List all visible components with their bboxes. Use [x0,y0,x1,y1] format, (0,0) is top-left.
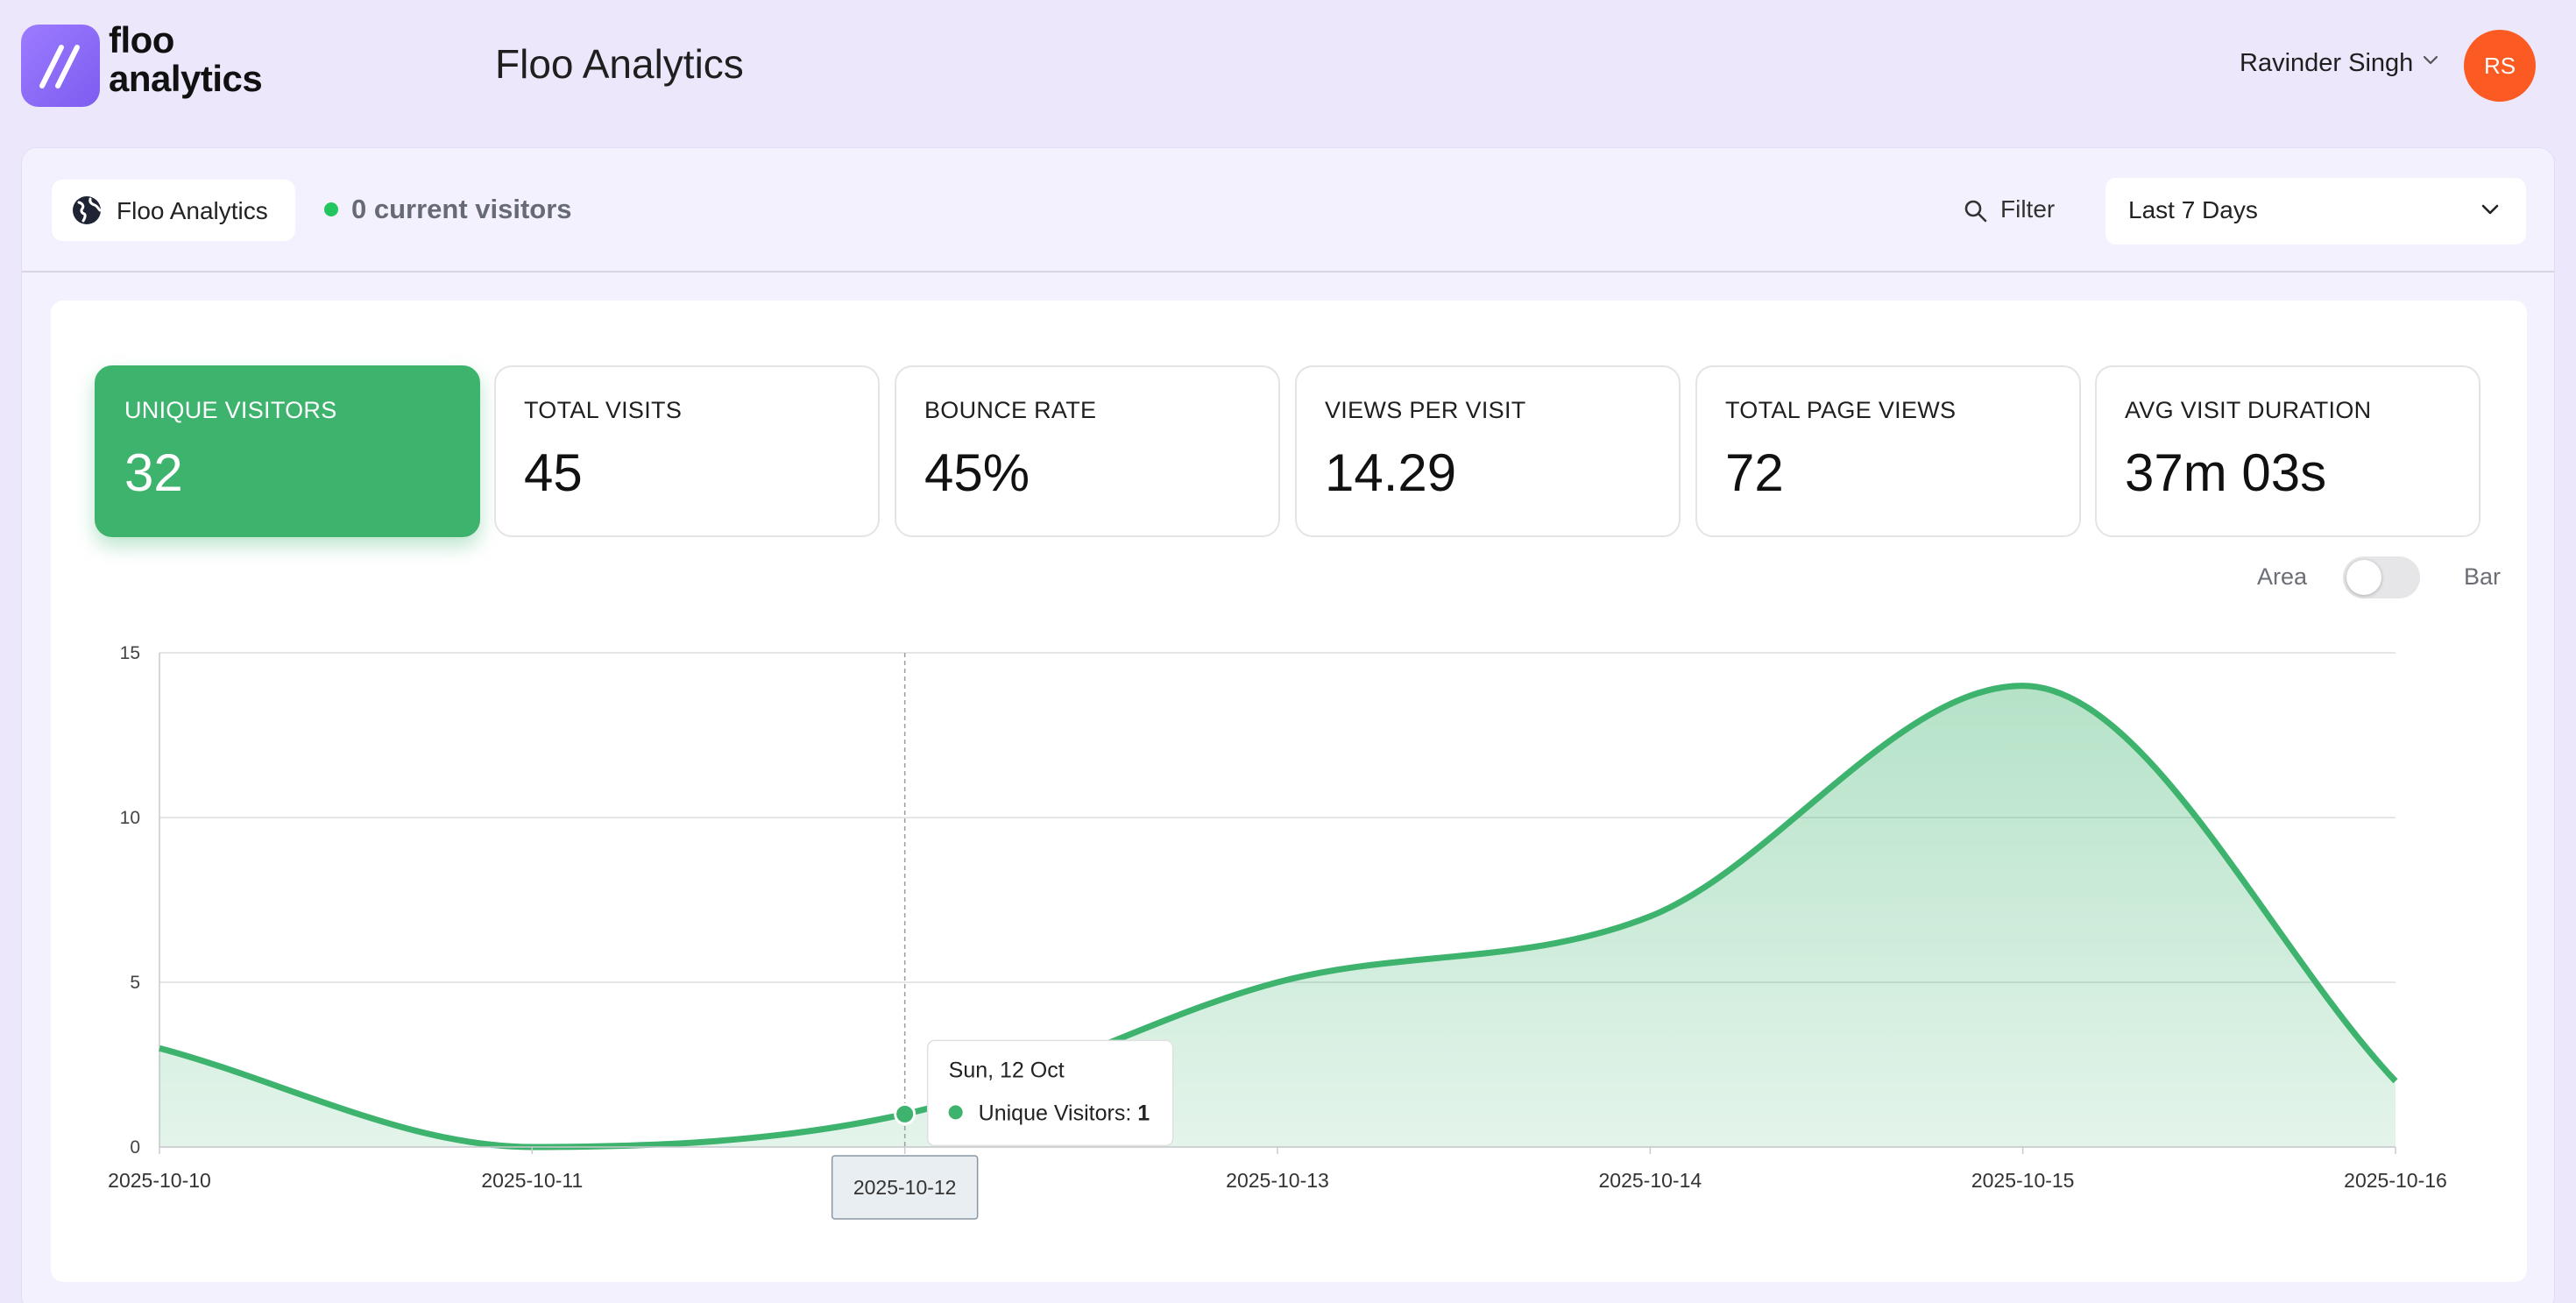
logo-wordmark[interactable]: floo analytics [109,19,263,99]
chevron-down-icon[interactable] [2422,54,2439,67]
stat-label: VIEWS PER VISIT [1325,397,1526,423]
stat-card-total-visits[interactable]: TOTAL VISITS 45 [494,365,880,537]
visitors-chart[interactable]: 0 5 10 15 2025-10-10 2025-10-11 2025-10-13 2025… [51,301,2527,1282]
avatar[interactable]: RS [2464,30,2536,102]
stat-value: 45% [924,443,1030,502]
x-tick-label: 2025-10-12 [853,1176,957,1199]
stat-label: TOTAL VISITS [524,397,683,423]
y-tick-label: 5 [130,973,140,993]
stat-card-views-per-visit[interactable]: VIEWS PER VISIT 14.29 [1295,365,1681,537]
tooltip-legend-dot [948,1105,963,1120]
logo-line-2: analytics [109,58,263,99]
stat-value: 14.29 [1325,443,1457,502]
stat-card-bounce-rate[interactable]: BOUNCE RATE 45% [895,365,1280,537]
y-tick-label: 10 [120,808,140,828]
x-tick-label-highlight [831,1155,979,1220]
stat-value: 37m 03s [2125,443,2327,502]
stat-value: 32 [124,443,183,502]
logo-icon[interactable] [21,25,100,107]
filter-label: Filter [2000,195,2056,223]
logo-line-1: floo [109,19,174,60]
chart-toggle-area-label: Area [2257,563,2308,590]
chart-toggle-bar-label: Bar [2464,563,2502,590]
top-header: floo analytics Floo Analytics Ravinder S… [0,0,2576,140]
chevron-down-icon [2481,204,2499,215]
stat-label: BOUNCE RATE [924,397,1097,423]
tooltip-value: 1 [1137,1101,1150,1125]
data-point-active[interactable] [894,1102,916,1125]
current-visitors: 0 current visitors [351,194,572,224]
x-tick-label: 2025-10-11 [481,1169,583,1192]
page-title: Floo Analytics [495,41,744,87]
series-area-fill [159,685,2396,1147]
y-tick-label: 0 [130,1137,140,1158]
stat-label: AVG VISIT DURATION [2125,397,2372,423]
x-tick-label: 2025-10-16 [2344,1169,2447,1192]
globe-icon [73,196,102,224]
stat-card-total-page-views[interactable]: TOTAL PAGE VIEWS 72 [1695,365,2081,537]
stat-value: 45 [524,443,583,502]
divider [22,271,2554,273]
analytics-card: UNIQUE VISITORS 32 TOTAL VISITS 45 BOUNCE RA… [51,301,2527,1282]
chart-tooltip [926,1039,1174,1147]
stat-label: UNIQUE VISITORS [124,397,337,423]
live-indicator [324,202,338,216]
period-value: Last 7 Days [2128,196,2258,223]
site-name: Floo Analytics [117,197,268,224]
toggle-knob [2346,560,2381,595]
stat-card-unique-visitors[interactable]: UNIQUE VISITORS 32 [95,365,480,537]
x-tick-label: 2025-10-14 [1599,1169,1702,1192]
dashboard-panel: Floo Analytics 0 current visitors Filter… [21,147,2555,1303]
stat-value: 72 [1725,443,1784,502]
stat-label: TOTAL PAGE VIEWS [1725,397,1957,423]
x-tick-label: 2025-10-15 [1971,1169,2075,1192]
tooltip-date: Sun, 12 Oct [949,1058,1065,1082]
chart-type-toggle[interactable] [2343,556,2420,598]
site-selector[interactable]: Floo Analytics [52,180,295,241]
y-tick-label: 15 [120,643,140,663]
x-tick-label: 2025-10-13 [1226,1169,1329,1192]
x-tick-label: 2025-10-10 [108,1169,211,1192]
user-menu-name[interactable]: Ravinder Singh [2240,49,2414,77]
tooltip-label: Unique Visitors: 1 [979,1101,1150,1125]
period-select[interactable]: Last 7 Days [2105,178,2526,244]
search-icon [1964,200,1987,223]
stat-card-avg-visit-duration[interactable]: AVG VISIT DURATION 37m 03s [2095,365,2480,537]
